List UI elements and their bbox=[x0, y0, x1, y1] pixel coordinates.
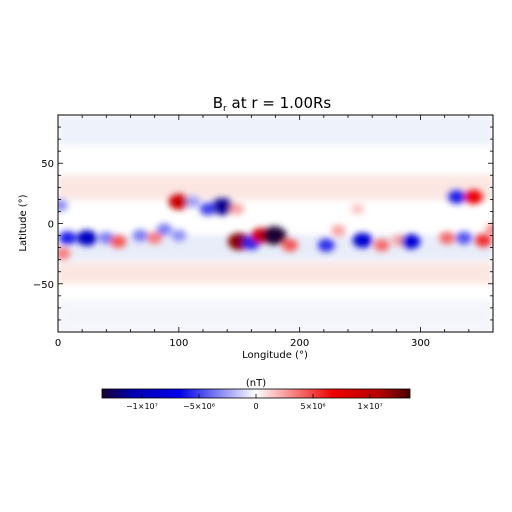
heatmap-feature bbox=[485, 223, 493, 236]
colorbar-tick-label: −5×10⁶ bbox=[183, 402, 215, 411]
heatmap-feature bbox=[317, 238, 335, 252]
heatmap-feature bbox=[262, 226, 287, 245]
heatmap-feature bbox=[58, 231, 77, 245]
heatmap-feature bbox=[156, 223, 172, 236]
x-tick-label: 300 bbox=[411, 338, 430, 349]
x-axis: 0 100 200 300 bbox=[55, 115, 494, 349]
heatmap-feature bbox=[199, 202, 217, 216]
heatmap-feature bbox=[374, 239, 390, 252]
colorbar-label: (nT) bbox=[246, 378, 266, 389]
heatmap-feature bbox=[211, 198, 234, 216]
heatmap-feature bbox=[331, 224, 346, 237]
heatmap-feature bbox=[98, 231, 114, 245]
heatmap-feature bbox=[351, 203, 365, 215]
x-tick-label: 200 bbox=[290, 338, 309, 349]
heatmap-feature bbox=[132, 229, 148, 242]
heatmap-feature bbox=[58, 199, 68, 212]
heatmap-feature bbox=[464, 189, 483, 205]
heatmap-feature bbox=[401, 234, 421, 249]
heatmap-feature bbox=[171, 229, 187, 242]
heatmap-feature bbox=[456, 231, 472, 245]
heatmap-feature bbox=[168, 193, 190, 210]
y-tick-label: −50 bbox=[33, 280, 54, 291]
heatmap-feature bbox=[352, 232, 373, 248]
heatmap-feature bbox=[282, 238, 298, 252]
colorbar: (nT) −1×10⁷ −5×10⁶ 0 5×10⁶ 1×10⁷ bbox=[101, 378, 411, 411]
heatmap-feature bbox=[229, 203, 244, 215]
colorbar-tick-label: 1×10⁷ bbox=[357, 402, 382, 411]
heatmap-feature bbox=[76, 230, 98, 246]
colorbar-ticks: −1×10⁷ −5×10⁶ 0 5×10⁶ 1×10⁷ bbox=[126, 394, 383, 411]
heatmap-feature bbox=[474, 233, 492, 248]
colorbar-tick-label: 0 bbox=[253, 402, 258, 411]
background-bands bbox=[58, 115, 493, 332]
x-axis-label: Longitude (°) bbox=[242, 350, 308, 361]
heatmap-plot-area bbox=[57, 114, 494, 333]
heatmap-feature bbox=[448, 190, 466, 204]
chart-title: Br at r = 1.00Rs bbox=[213, 94, 332, 114]
heatmap-feature bbox=[439, 231, 455, 245]
heatmap-feature bbox=[58, 247, 71, 260]
heatmap-features bbox=[58, 189, 493, 260]
heatmap-feature bbox=[147, 231, 163, 245]
y-tick-label: 50 bbox=[41, 159, 54, 170]
y-axis-label: Latitude (°) bbox=[18, 194, 29, 251]
heatmap-feature bbox=[110, 235, 127, 248]
colorbar-tick-label: −1×10⁷ bbox=[126, 402, 158, 411]
x-tick-label: 100 bbox=[169, 338, 188, 349]
y-axis: 50 0 −50 bbox=[33, 114, 493, 333]
colorbar-tick-label: 5×10⁶ bbox=[300, 402, 325, 411]
y-tick-label: 0 bbox=[48, 220, 54, 231]
x-tick-label: 0 bbox=[55, 338, 61, 349]
heatmap-feature bbox=[186, 196, 201, 208]
